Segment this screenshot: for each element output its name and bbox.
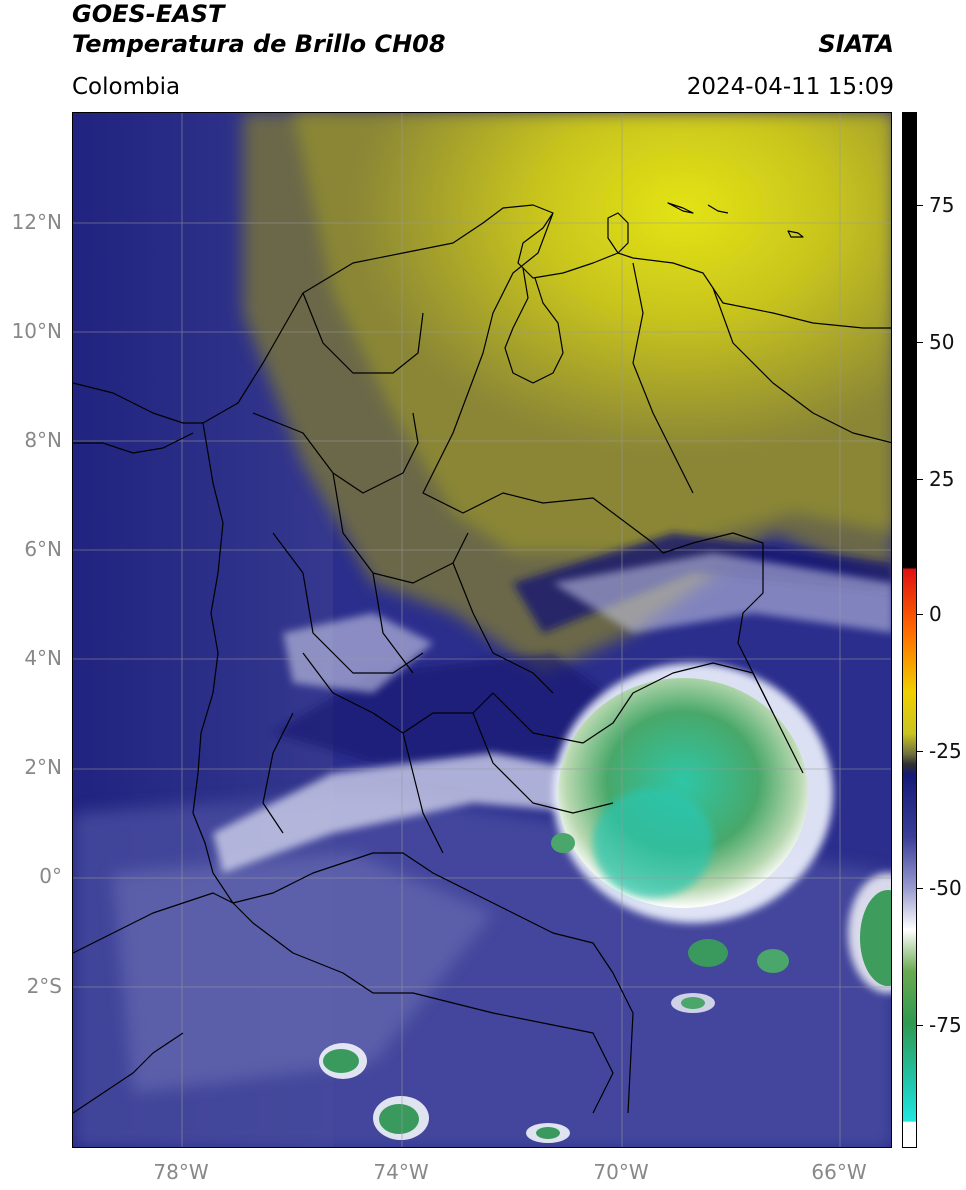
product-title: GOES-EAST (72, 0, 225, 28)
colorbar-label-0: 0 (929, 602, 942, 626)
lat-label-2n: 2°N (24, 755, 62, 779)
lat-label-6n: 6°N (24, 537, 62, 561)
colorbar-gradient (903, 113, 916, 1147)
lat-label-4n: 4°N (24, 646, 62, 670)
region-label: Colombia (72, 74, 181, 100)
colorbar (902, 112, 917, 1148)
lat-label-10n: 10°N (11, 319, 62, 343)
colorbar-tick (917, 1025, 923, 1026)
colorbar-tick (917, 479, 923, 480)
colorbar-tick (917, 614, 923, 615)
colorbar-tick (917, 751, 923, 752)
colorbar-label-minus25: -25 (929, 739, 962, 763)
lon-label-74w: 74°W (373, 1160, 429, 1184)
colorbar-label-25: 25 (929, 467, 955, 491)
satellite-map[interactable] (72, 112, 892, 1148)
satellite-imagery (73, 113, 891, 1147)
brand-label: SIATA (818, 30, 894, 58)
channel-title: Temperatura de Brillo CH08 (72, 30, 446, 58)
lon-label-66w: 66°W (811, 1160, 867, 1184)
colorbar-tick (917, 342, 923, 343)
colorbar-label-minus50: -50 (929, 876, 962, 900)
timestamp-label: 2024-04-11 15:09 (686, 74, 894, 100)
colorbar-tick (917, 888, 923, 889)
lat-label-8n: 8°N (24, 428, 62, 452)
colorbar-label-minus75: -75 (929, 1013, 962, 1037)
colorbar-label-50: 50 (929, 330, 955, 354)
lat-label-12n: 12°N (11, 210, 62, 234)
lat-label-0: 0° (39, 864, 62, 888)
colorbar-tick (917, 205, 923, 206)
lon-label-78w: 78°W (153, 1160, 209, 1184)
lat-label-2s: 2°S (26, 974, 62, 998)
colorbar-label-75: 75 (929, 193, 955, 217)
lon-label-70w: 70°W (593, 1160, 649, 1184)
